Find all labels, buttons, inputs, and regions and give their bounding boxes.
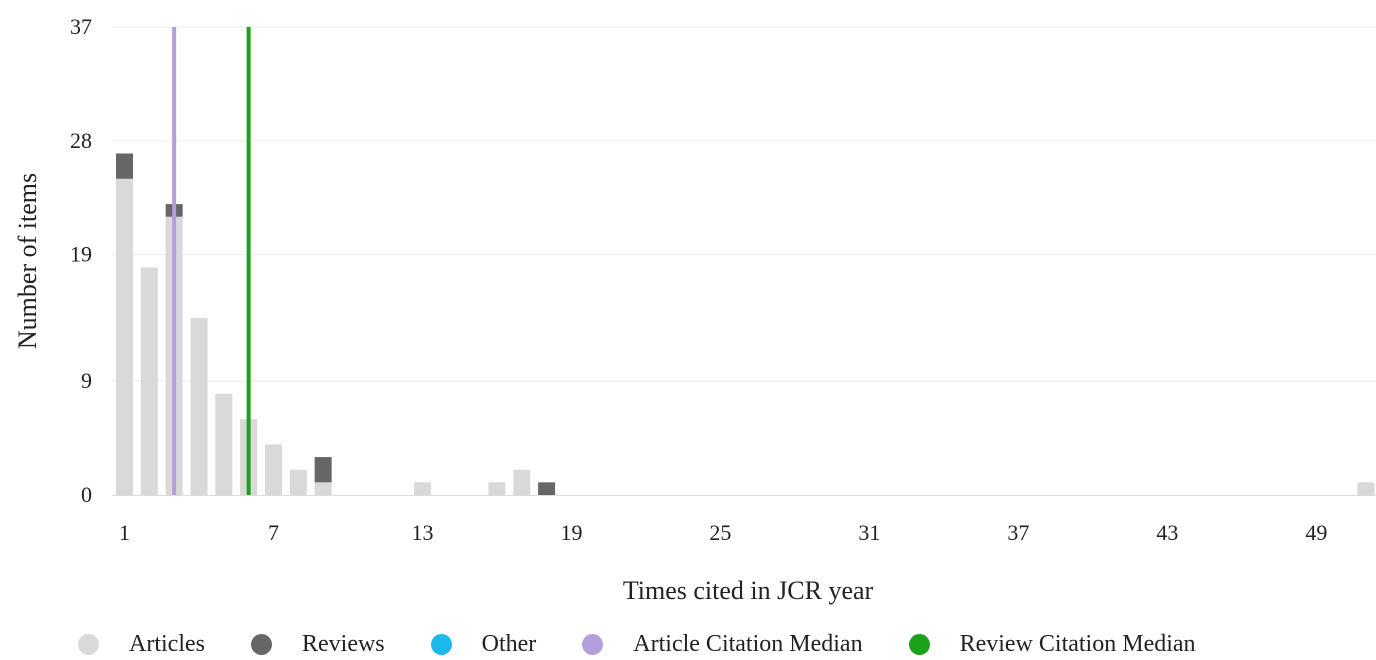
- legend-item-review-median[interactable]: Review Citation Median: [908, 631, 1196, 657]
- legend-label-other: Other: [481, 631, 537, 657]
- x-tick-label: 37: [1007, 520, 1029, 545]
- bar-articles[interactable]: [488, 482, 506, 495]
- legend-swatch-article-median: [582, 633, 604, 655]
- legend-item-reviews[interactable]: Reviews: [250, 631, 385, 657]
- y-axis-ticks: 0 9 19 28 37: [70, 14, 92, 507]
- legend-swatch-articles: [78, 633, 99, 655]
- bar-reviews[interactable]: [314, 457, 332, 483]
- y-axis-title: Number of items: [13, 173, 42, 349]
- legend-swatch-reviews: [250, 633, 272, 655]
- bar-articles[interactable]: [314, 482, 332, 495]
- y-tick-label: 28: [70, 128, 92, 153]
- x-axis-ticks: 1 7 13 19 25 31 37 43 49: [119, 520, 1327, 545]
- y-tick-label: 9: [81, 368, 92, 393]
- bar-reviews[interactable]: [538, 482, 556, 495]
- y-tick-label: 37: [70, 14, 92, 39]
- chart-legend: Articles Reviews Other Article Citation …: [78, 628, 1196, 660]
- x-axis-title: Times cited in JCR year: [623, 576, 874, 605]
- bar-reviews[interactable]: [116, 153, 133, 179]
- legend-label-article-median: Article Citation Median: [633, 631, 863, 657]
- legend-swatch-review-median: [908, 633, 930, 655]
- legend-label-reviews: Reviews: [301, 631, 385, 657]
- legend-label-articles: Articles: [129, 631, 205, 657]
- legend-item-other[interactable]: Other: [430, 631, 537, 657]
- legend-item-articles[interactable]: Articles: [78, 632, 205, 656]
- x-tick-label: 7: [268, 520, 279, 545]
- x-tick-label: 49: [1305, 520, 1327, 545]
- legend-swatch-other: [430, 633, 452, 655]
- x-tick-label: 25: [709, 520, 731, 545]
- bar-articles[interactable]: [1357, 482, 1375, 495]
- x-tick-label: 19: [560, 520, 582, 545]
- bar-articles[interactable]: [190, 317, 208, 495]
- legend-item-article-median[interactable]: Article Citation Median: [582, 631, 863, 657]
- bars: [116, 153, 1375, 495]
- y-tick-label: 19: [70, 242, 92, 267]
- y-tick-label: 0: [81, 482, 92, 507]
- bar-articles[interactable]: [116, 178, 133, 495]
- grid-lines: [112, 26, 1376, 496]
- bar-articles[interactable]: [513, 469, 531, 495]
- bar-articles[interactable]: [413, 482, 431, 495]
- bar-articles[interactable]: [215, 393, 233, 495]
- x-tick-label: 43: [1156, 520, 1178, 545]
- median-lines: [172, 27, 251, 495]
- bar-articles[interactable]: [264, 444, 282, 495]
- x-tick-label: 31: [858, 520, 880, 545]
- bar-articles[interactable]: [140, 267, 158, 495]
- x-tick-label: 1: [119, 520, 130, 545]
- bar-articles[interactable]: [289, 469, 307, 495]
- legend-label-review-median: Review Citation Median: [959, 631, 1196, 657]
- x-tick-label: 13: [411, 520, 433, 545]
